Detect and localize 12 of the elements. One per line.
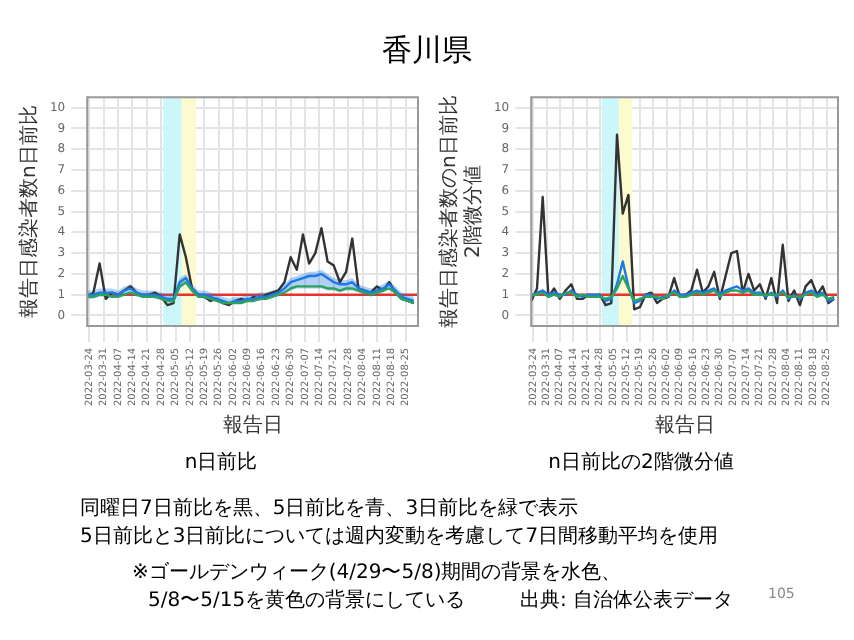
x-axis-title: 報告日 — [654, 413, 715, 438]
y-axis-title: 報告日感染者数n日前比 — [17, 105, 42, 318]
text: n日前比の2階微分値 — [546, 449, 736, 476]
x-axis-title: 報告日 — [222, 413, 283, 438]
text: 5/8〜5/15を黄色の背景にしている — [148, 587, 466, 614]
source-note: 出典: 自治体公表データ — [520, 587, 734, 614]
text: ※ゴールデンウィーク(4/29〜5/8)期間の背景を水色、 — [132, 559, 622, 586]
text: 5日前比と3日前比については週内変動を考慮して7日間移動平均を使用 — [80, 523, 719, 550]
text: 同曜日7日前比を黒、5日前比を青、3日前比を緑で表示 — [80, 495, 579, 522]
text: n日前比 — [182, 449, 260, 476]
chart-title: 香川県 — [380, 32, 474, 70]
y-axis-title: 報告日感染者数のn日前比 2階微分値 — [437, 95, 486, 328]
